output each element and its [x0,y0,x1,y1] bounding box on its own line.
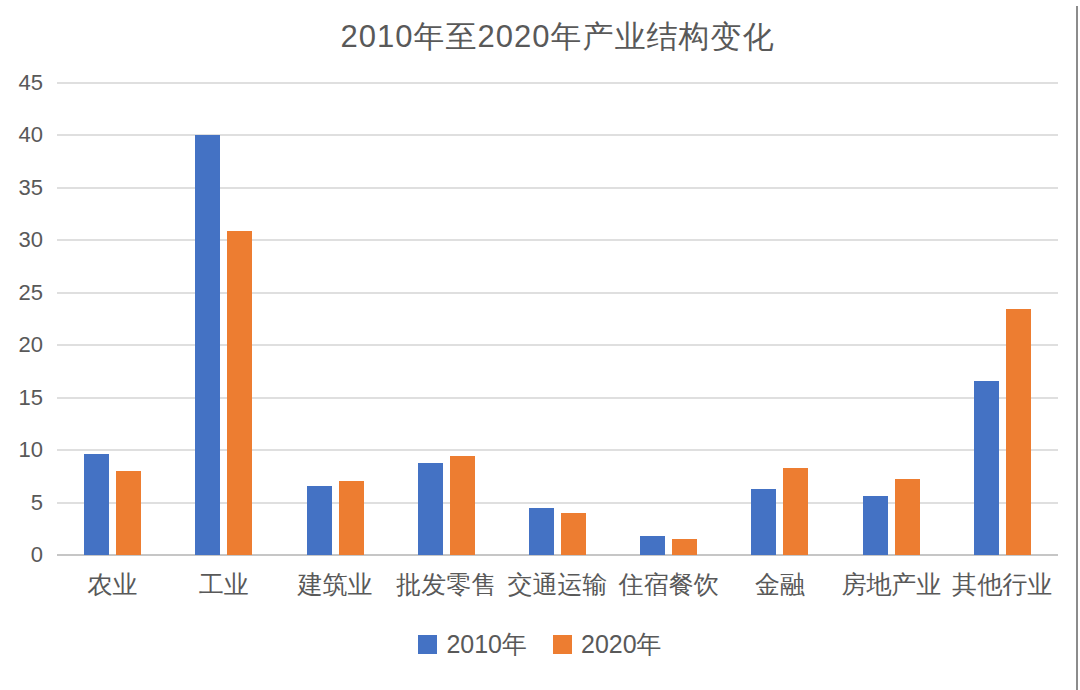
bar-2010年-批发零售 [418,463,443,555]
x-label-5: 交通运输 [502,566,613,602]
y-tick-label-5: 5 [0,489,43,517]
legend-swatch-2020 [553,635,572,654]
bar-group-8 [836,83,947,555]
y-tick-label-20: 20 [0,331,43,359]
legend-label-2010: 2010年 [446,629,527,659]
legend-item-2010: 2010年 [418,629,527,659]
legend-swatch-2010 [418,635,437,654]
bar-group-7 [724,83,835,555]
bar-2020年-农业 [116,471,141,555]
x-label-2: 工业 [168,566,279,602]
y-tick-label-45: 45 [0,69,43,97]
bar-2010年-建筑业 [307,486,332,555]
bar-2010年-其他行业 [974,381,999,555]
chart-legend: 2010年 2020年 [0,629,1080,659]
screenshot-right-border-line [1076,6,1078,690]
x-label-1: 农业 [57,566,168,602]
bar-group-9 [947,83,1058,555]
x-axis-category-labels: 农业工业建筑业批发零售交通运输住宿餐饮金融房地产业其他行业 [57,566,1058,602]
bar-2010年-工业 [195,135,220,555]
y-tick-label-35: 35 [0,174,43,202]
bar-2020年-住宿餐饮 [672,539,697,555]
y-tick-label-15: 15 [0,384,43,412]
y-tick-label-0: 0 [0,541,43,569]
x-label-6: 住宿餐饮 [613,566,724,602]
bar-2020年-金融 [783,468,808,555]
bar-2010年-住宿餐饮 [640,536,665,555]
y-tick-label-40: 40 [0,121,43,149]
bar-2020年-其他行业 [1006,309,1031,555]
bar-group-4 [391,83,502,555]
x-label-9: 其他行业 [947,566,1058,602]
bar-group-1 [57,83,168,555]
x-label-3: 建筑业 [279,566,390,602]
bar-group-5 [502,83,613,555]
bar-2010年-金融 [751,489,776,555]
y-tick-label-25: 25 [0,279,43,307]
bar-2020年-工业 [227,231,252,555]
y-tick-label-30: 30 [0,226,43,254]
bars-layer [57,83,1058,555]
bar-2020年-交通运输 [561,513,586,555]
y-tick-label-10: 10 [0,436,43,464]
bar-2010年-房地产业 [863,496,888,555]
bar-2020年-房地产业 [895,479,920,555]
chart-title: 2010年至2020年产业结构变化 [57,14,1058,60]
bar-group-2 [168,83,279,555]
x-label-7: 金融 [724,566,835,602]
plot-area [57,83,1058,555]
bar-2010年-交通运输 [529,508,554,555]
x-label-4: 批发零售 [391,566,502,602]
bar-2020年-批发零售 [450,456,475,555]
bar-chart: 2010年至2020年产业结构变化 45 40 35 30 25 20 15 10 5 0 农业工… [0,0,1080,690]
bar-group-6 [613,83,724,555]
x-label-8: 房地产业 [836,566,947,602]
bar-2020年-建筑业 [339,481,364,555]
bar-group-3 [279,83,390,555]
legend-label-2020: 2020年 [581,629,662,659]
legend-item-2020: 2020年 [553,629,662,659]
bar-2010年-农业 [84,454,109,555]
